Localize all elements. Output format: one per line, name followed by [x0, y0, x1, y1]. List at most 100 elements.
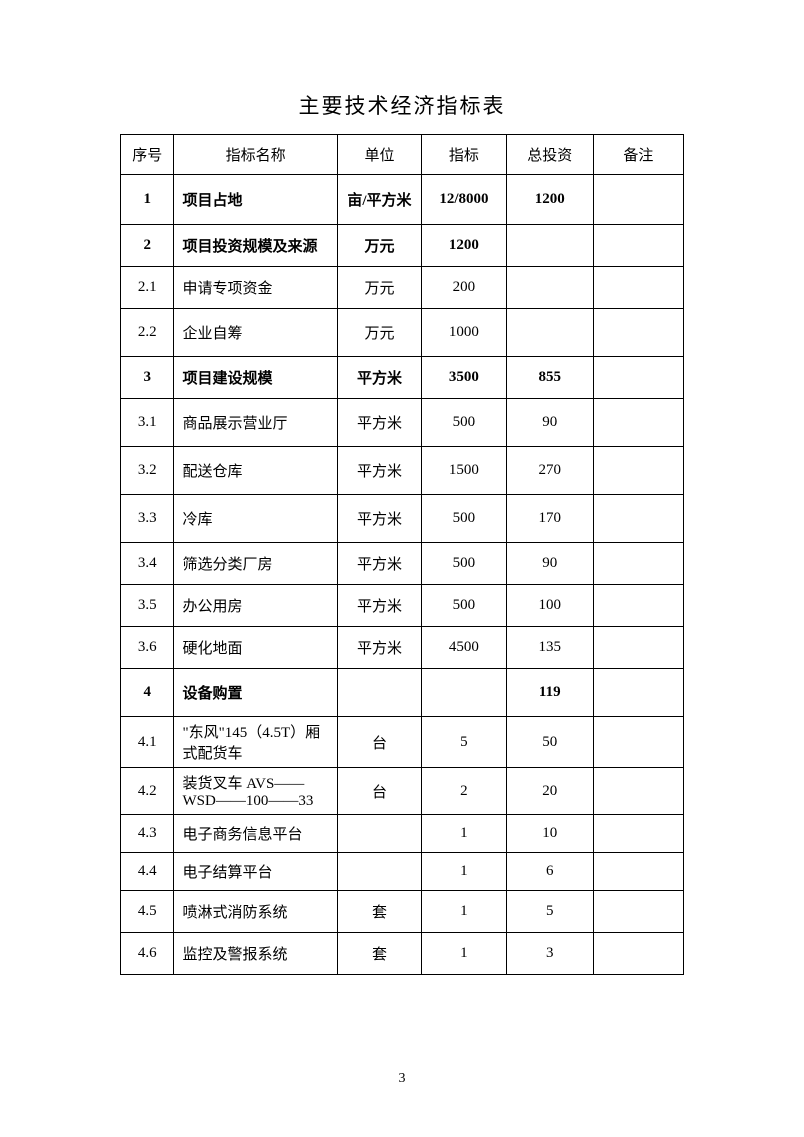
cell-unit: 平方米	[337, 585, 421, 627]
cell-remark	[593, 585, 683, 627]
cell-remark	[593, 357, 683, 399]
cell-indicator: 1000	[422, 309, 506, 357]
cell-investment	[506, 267, 593, 309]
cell-investment: 90	[506, 399, 593, 447]
table-row: 3.2配送仓库平方米1500270	[121, 447, 684, 495]
cell-name: 筛选分类厂房	[174, 543, 337, 585]
cell-indicator: 5	[422, 717, 506, 768]
header-remark: 备注	[593, 135, 683, 175]
table-row: 4.2装货叉车 AVS——WSD——100——33台220	[121, 768, 684, 815]
cell-name: 商品展示营业厅	[174, 399, 337, 447]
cell-name: 硬化地面	[174, 627, 337, 669]
cell-unit: 平方米	[337, 447, 421, 495]
cell-unit: 亩/平方米	[337, 175, 421, 225]
cell-indicator: 4500	[422, 627, 506, 669]
cell-unit: 平方米	[337, 627, 421, 669]
cell-indicator: 500	[422, 543, 506, 585]
cell-unit: 台	[337, 768, 421, 815]
cell-remark	[593, 627, 683, 669]
cell-seq: 3.4	[121, 543, 174, 585]
cell-name: 项目建设规模	[174, 357, 337, 399]
cell-seq: 3.6	[121, 627, 174, 669]
cell-name: "东风"145（4.5T）厢式配货车	[174, 717, 337, 768]
cell-indicator	[422, 669, 506, 717]
header-unit: 单位	[337, 135, 421, 175]
table-row: 2.1申请专项资金万元200	[121, 267, 684, 309]
cell-seq: 2.2	[121, 309, 174, 357]
cell-investment	[506, 309, 593, 357]
cell-name: 电子商务信息平台	[174, 815, 337, 853]
cell-remark	[593, 815, 683, 853]
cell-remark	[593, 853, 683, 891]
cell-indicator: 3500	[422, 357, 506, 399]
cell-unit: 平方米	[337, 495, 421, 543]
cell-seq: 3	[121, 357, 174, 399]
cell-indicator: 1200	[422, 225, 506, 267]
cell-seq: 2	[121, 225, 174, 267]
table-row: 4.6监控及警报系统套13	[121, 933, 684, 975]
cell-unit: 万元	[337, 309, 421, 357]
cell-investment: 20	[506, 768, 593, 815]
cell-name: 配送仓库	[174, 447, 337, 495]
cell-remark	[593, 891, 683, 933]
table-row: 4设备购置119	[121, 669, 684, 717]
cell-indicator: 12/8000	[422, 175, 506, 225]
cell-remark	[593, 309, 683, 357]
cell-indicator: 2	[422, 768, 506, 815]
table-row: 4.1"东风"145（4.5T）厢式配货车台550	[121, 717, 684, 768]
cell-investment: 3	[506, 933, 593, 975]
cell-investment: 119	[506, 669, 593, 717]
cell-name: 喷淋式消防系统	[174, 891, 337, 933]
table-row: 4.5喷淋式消防系统套15	[121, 891, 684, 933]
cell-seq: 3.2	[121, 447, 174, 495]
table-row: 3.3冷库平方米500170	[121, 495, 684, 543]
table-row: 3.5办公用房平方米500100	[121, 585, 684, 627]
cell-indicator: 1	[422, 815, 506, 853]
table-row: 4.4电子结算平台16	[121, 853, 684, 891]
cell-seq: 4.5	[121, 891, 174, 933]
table-row: 3.6硬化地面平方米4500135	[121, 627, 684, 669]
table-row: 2.2企业自筹万元1000	[121, 309, 684, 357]
cell-investment: 90	[506, 543, 593, 585]
cell-indicator: 1500	[422, 447, 506, 495]
cell-name: 监控及警报系统	[174, 933, 337, 975]
cell-name: 办公用房	[174, 585, 337, 627]
cell-name: 装货叉车 AVS——WSD——100——33	[174, 768, 337, 815]
cell-seq: 1	[121, 175, 174, 225]
cell-remark	[593, 768, 683, 815]
cell-remark	[593, 669, 683, 717]
cell-remark	[593, 495, 683, 543]
cell-indicator: 500	[422, 585, 506, 627]
cell-remark	[593, 175, 683, 225]
cell-seq: 4.1	[121, 717, 174, 768]
cell-unit: 平方米	[337, 543, 421, 585]
cell-investment: 1200	[506, 175, 593, 225]
cell-unit	[337, 815, 421, 853]
table-row: 3项目建设规模平方米3500855	[121, 357, 684, 399]
indicators-table: 序号 指标名称 单位 指标 总投资 备注 1项目占地亩/平方米12/800012…	[120, 134, 684, 975]
cell-investment: 135	[506, 627, 593, 669]
cell-name: 设备购置	[174, 669, 337, 717]
cell-investment: 855	[506, 357, 593, 399]
cell-indicator: 500	[422, 399, 506, 447]
cell-name: 项目占地	[174, 175, 337, 225]
header-investment: 总投资	[506, 135, 593, 175]
cell-investment: 270	[506, 447, 593, 495]
cell-unit: 平方米	[337, 357, 421, 399]
table-row: 1项目占地亩/平方米12/80001200	[121, 175, 684, 225]
cell-investment: 100	[506, 585, 593, 627]
cell-investment: 6	[506, 853, 593, 891]
header-indicator: 指标	[422, 135, 506, 175]
cell-unit: 平方米	[337, 399, 421, 447]
page-number: 3	[0, 1071, 804, 1087]
cell-seq: 4.6	[121, 933, 174, 975]
header-seq: 序号	[121, 135, 174, 175]
cell-remark	[593, 933, 683, 975]
table-header-row: 序号 指标名称 单位 指标 总投资 备注	[121, 135, 684, 175]
cell-unit: 套	[337, 891, 421, 933]
cell-seq: 4.3	[121, 815, 174, 853]
cell-name: 项目投资规模及来源	[174, 225, 337, 267]
cell-unit	[337, 853, 421, 891]
table-row: 2项目投资规模及来源万元1200	[121, 225, 684, 267]
cell-seq: 4.4	[121, 853, 174, 891]
